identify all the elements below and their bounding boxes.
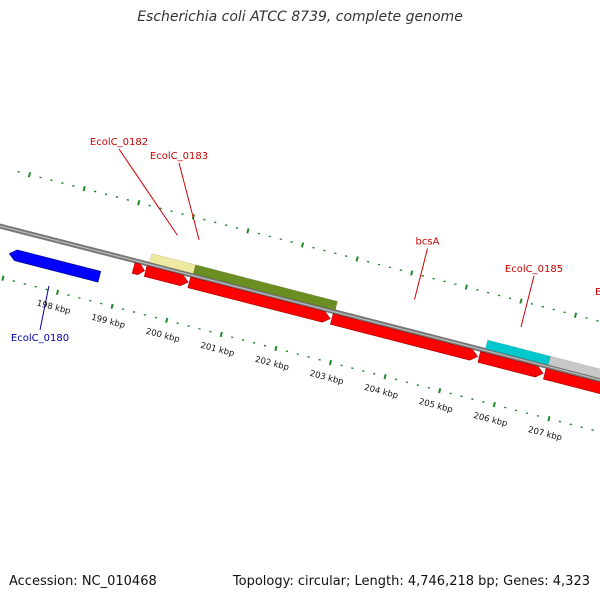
feature-track (149, 253, 600, 379)
inner-ring-major-tick (219, 331, 223, 338)
inner-ring-major-tick (110, 303, 114, 310)
outer-ring-major-tick (464, 284, 468, 290)
outer-tick-ring (17, 170, 599, 322)
scale-labels: 198 kbp 199 kbp 200 kbp 201 kbp 202 kbp 203 k… (35, 299, 562, 444)
inner-ring-major-tick (438, 387, 442, 394)
inner-ring-major-tick (547, 416, 551, 422)
gene-arrow-g186[interactable] (543, 368, 600, 407)
callout-line-g180 (39, 285, 50, 331)
feature-block-f-olive (192, 264, 338, 311)
scale-label-205: 205 kbp (418, 397, 454, 415)
gene-arrow-g185[interactable] (477, 351, 544, 378)
scale-label-204: 204 kbp (363, 383, 399, 401)
outer-ring-major-tick (27, 171, 32, 178)
inner-ring-major-tick (328, 359, 333, 366)
inner-ring-major-tick (492, 402, 496, 408)
scale-label-200: 200 kbp (145, 327, 181, 345)
scale-label-198: 198 kbp (35, 299, 71, 317)
gene-label-bcsA[interactable]: bcsA (416, 237, 440, 248)
callout-line-bcsA (414, 248, 428, 300)
outer-ring-major-tick (137, 200, 141, 206)
outer-ring-major-tick (573, 312, 578, 318)
gene-arrow-g181[interactable] (131, 262, 145, 276)
gene-arrow-g180[interactable] (8, 249, 102, 283)
callout-line-g182 (118, 148, 178, 236)
gene-label-g180[interactable]: EcolC_0180 (11, 333, 69, 344)
outer-ring-major-tick (519, 298, 523, 304)
genome-backbone (0, 223, 600, 383)
inner-ring-major-tick (55, 289, 60, 295)
callout-line-g183 (178, 162, 200, 241)
scale-label-207: 207 kbp (527, 425, 563, 443)
backbone-highlight (0, 225, 600, 381)
accession-text: Accession: NC_010468 (9, 574, 157, 589)
scale-label-202: 202 kbp (254, 355, 290, 373)
gene-label-g182[interactable]: EcolC_0182 (90, 137, 148, 148)
outer-ring-major-tick (300, 242, 305, 248)
inner-ring-major-tick (274, 345, 278, 352)
gene-arrow-g182[interactable] (143, 265, 189, 287)
inner-ring-major-tick (165, 317, 169, 324)
inner-ring-major-tick (383, 373, 387, 380)
outer-ring-major-tick (410, 270, 414, 276)
inner-tick-ring (1, 275, 594, 432)
gene-arrow-g183[interactable] (187, 276, 331, 323)
outer-ring-major-tick (82, 186, 86, 192)
feature-block-f-grey (547, 355, 600, 379)
gene-label-g185[interactable]: EcolC_0185 (505, 264, 563, 275)
outer-ring-major-tick (246, 228, 250, 234)
gene-track (8, 249, 600, 407)
callout-line-g185 (520, 275, 535, 328)
scale-label-203: 203 kbp (308, 369, 344, 387)
scale-label-201: 201 kbp (199, 341, 235, 359)
map-title: Escherichia coli ATCC 8739, complete gen… (137, 9, 463, 25)
gene-label-g183[interactable]: EcolC_0183 (150, 151, 208, 162)
inner-ring-major-tick (1, 275, 5, 281)
gene-arrow-bcsA[interactable] (330, 313, 479, 361)
scale-label-206: 206 kbp (472, 411, 508, 429)
gene-label-g186[interactable]: EcolC_0186 (595, 287, 600, 298)
genome-summary-text: Topology: circular; Length: 4,746,218 bp… (232, 574, 590, 589)
outer-ring-major-tick (355, 256, 359, 262)
scale-label-199: 199 kbp (90, 313, 126, 331)
